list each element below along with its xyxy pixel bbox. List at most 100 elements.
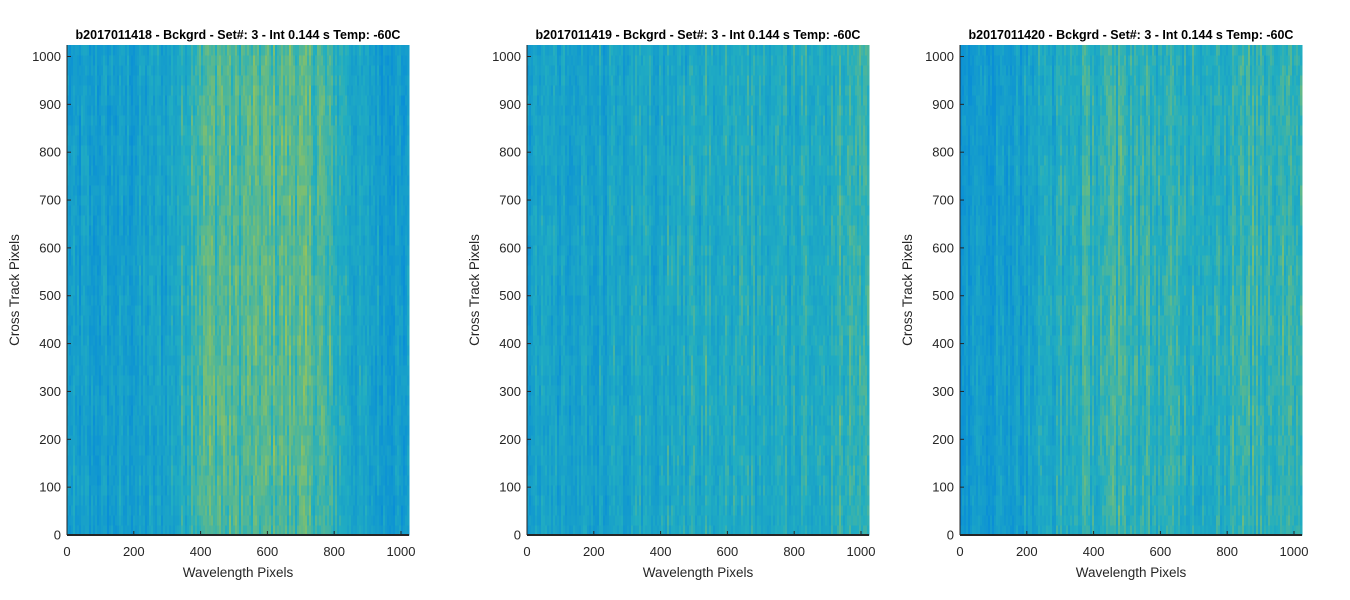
heatmap-cell xyxy=(113,445,116,456)
heatmap-cell xyxy=(111,455,114,466)
heatmap-cell xyxy=(147,55,150,66)
heatmap-cell xyxy=(117,205,120,216)
heatmap-cell xyxy=(103,425,106,436)
heatmap-cell xyxy=(83,295,86,306)
heatmap-cell xyxy=(77,285,80,296)
heatmap-cell xyxy=(149,525,152,536)
heatmap-cell xyxy=(87,205,90,216)
heatmap-cell xyxy=(147,235,150,246)
heatmap-cell xyxy=(75,305,78,316)
heatmap-cell xyxy=(131,205,134,216)
heatmap-cell xyxy=(151,65,154,76)
heatmap-cell xyxy=(149,215,152,226)
heatmap-cell xyxy=(103,375,106,386)
heatmap-cell xyxy=(81,155,84,166)
heatmap-cell xyxy=(101,155,104,166)
heatmap-cell xyxy=(115,45,118,56)
heatmap-cell xyxy=(147,425,150,436)
heatmap-cell xyxy=(175,285,178,296)
heatmap-cell xyxy=(169,505,172,516)
heatmap-cell xyxy=(123,365,126,376)
heatmap-cell xyxy=(93,295,96,306)
heatmap-cell xyxy=(81,205,84,216)
heatmap-cell xyxy=(113,235,116,246)
heatmap-cell xyxy=(107,175,110,186)
heatmap-cell xyxy=(153,305,156,316)
heatmap-cell xyxy=(127,325,130,336)
heatmap-cell xyxy=(177,45,180,56)
heatmap-cell xyxy=(135,265,138,276)
heatmap-cell xyxy=(75,315,78,326)
heatmap-cell xyxy=(157,315,160,326)
heatmap-cell xyxy=(73,305,76,316)
heatmap-cell xyxy=(87,445,90,456)
heatmap-cell xyxy=(101,455,104,466)
heatmap-cell xyxy=(89,315,92,326)
heatmap-cell xyxy=(105,45,108,56)
heatmap-cell xyxy=(123,465,126,476)
heatmap-cell xyxy=(75,255,78,266)
heatmap-cell xyxy=(149,265,152,276)
heatmap-cell xyxy=(113,485,116,496)
heatmap-cell xyxy=(103,385,106,396)
heatmap-cell xyxy=(105,475,108,486)
heatmap-cell xyxy=(113,165,116,176)
heatmap-cell xyxy=(79,85,82,96)
heatmap-cell xyxy=(105,295,108,306)
heatmap-cell xyxy=(101,135,104,146)
heatmap-cell xyxy=(121,525,124,536)
heatmap-cell xyxy=(155,95,158,106)
heatmap-cell xyxy=(71,465,74,476)
heatmap-cell xyxy=(143,485,146,496)
heatmap-cell xyxy=(127,285,130,296)
heatmap-cell xyxy=(95,85,98,96)
heatmap-cell xyxy=(151,75,154,86)
heatmap-cell xyxy=(89,345,92,356)
heatmap-cell xyxy=(173,305,176,316)
heatmap-cell xyxy=(105,345,108,356)
heatmap-cell xyxy=(137,485,140,496)
heatmap-cell xyxy=(83,315,86,326)
heatmap-cell xyxy=(133,225,136,236)
heatmap-cell xyxy=(135,395,138,406)
heatmap-cell xyxy=(75,185,78,196)
heatmap-cell xyxy=(145,325,148,336)
heatmap-cell xyxy=(177,415,180,426)
heatmap-cell xyxy=(137,365,140,376)
heatmap-cell xyxy=(131,465,134,476)
heatmap-cell xyxy=(167,255,170,266)
heatmap-cell xyxy=(97,65,100,76)
heatmap-cell xyxy=(135,505,138,516)
heatmap-cell xyxy=(151,355,154,366)
heatmap-cell xyxy=(149,355,152,366)
heatmap-cell xyxy=(115,195,118,206)
heatmap-cell xyxy=(155,345,158,356)
heatmap-cell xyxy=(77,455,80,466)
heatmap-cell xyxy=(131,225,134,236)
heatmap-cell xyxy=(175,365,178,376)
heatmap-cell xyxy=(143,475,146,486)
heatmap-cell xyxy=(73,75,76,86)
heatmap-cell xyxy=(67,525,70,536)
heatmap-cell xyxy=(145,475,148,486)
heatmap-cell xyxy=(157,525,160,536)
heatmap-cell xyxy=(95,295,98,306)
heatmap-cell xyxy=(75,285,78,296)
heatmap-cell xyxy=(139,345,142,356)
heatmap-cell xyxy=(95,425,98,436)
heatmap-cell xyxy=(121,465,124,476)
heatmap-cell xyxy=(107,505,110,516)
heatmap-cell xyxy=(111,405,114,416)
heatmap-cell xyxy=(133,475,136,486)
heatmap-cell xyxy=(113,385,116,396)
heatmap-cell xyxy=(79,65,82,76)
heatmap-cell xyxy=(113,405,116,416)
heatmap-cell xyxy=(79,495,82,506)
heatmap-cell xyxy=(121,305,124,316)
heatmap-cell xyxy=(81,485,84,496)
heatmap-cell xyxy=(119,495,122,506)
heatmap-cell xyxy=(167,365,170,376)
heatmap-cell xyxy=(135,495,138,506)
heatmap-cell xyxy=(73,335,76,346)
heatmap-cell xyxy=(97,305,100,316)
